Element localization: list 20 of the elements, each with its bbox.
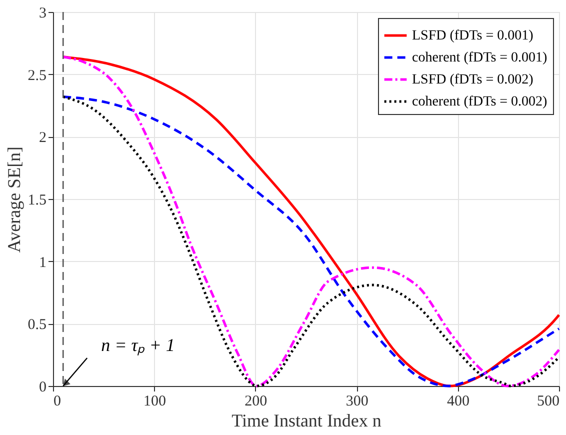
y-tick-label: 1.5	[28, 192, 46, 208]
legend-label: LSFD (fDTs = 0.001)	[412, 28, 534, 44]
x-tick-label: 300	[346, 394, 368, 410]
y-tick-label: 2	[39, 130, 46, 146]
x-tick-label: 500	[537, 394, 560, 410]
y-tick-label: 0.5	[28, 317, 46, 334]
y-tick-label: 1	[39, 254, 46, 271]
legend-label: coherent (fDTs = 0.001)	[412, 50, 548, 66]
x-tick-label: 0	[54, 394, 61, 410]
x-tick-label: 400	[447, 394, 470, 410]
annotation: n = τₚ + 1	[101, 335, 175, 356]
legend-label: coherent (fDTs = 0.002)	[412, 94, 548, 110]
legend-label: LSFD (fDTs = 0.002)	[412, 72, 534, 88]
x-axis-title: Time Instant Index n	[232, 410, 382, 430]
x-tick-label: 100	[143, 394, 166, 410]
y-tick-label: 2.5	[28, 68, 46, 84]
y-axis-title: Average SE[n]	[4, 146, 24, 253]
y-tick-label: 0	[39, 380, 46, 396]
x-tick-label: 200	[244, 394, 268, 410]
y-tick-label: 3	[39, 6, 46, 22]
